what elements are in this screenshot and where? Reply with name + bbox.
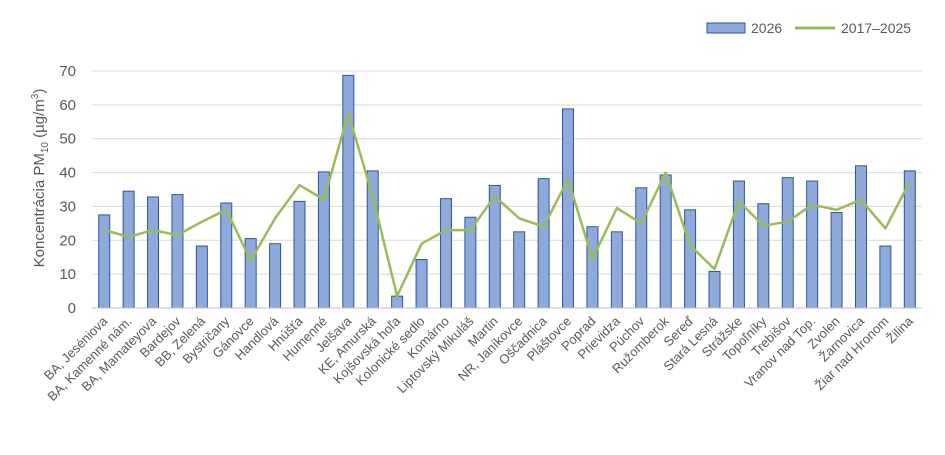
y-tick-label: 0 xyxy=(68,300,76,317)
y-axis-label: Koncentrácia PM10 (µg/m3) xyxy=(30,89,51,268)
bar xyxy=(415,259,428,309)
legend-label-2017-2025: 2017–2025 xyxy=(841,20,911,36)
bar xyxy=(98,214,111,309)
bar xyxy=(171,194,184,309)
line-series-2017-2025 xyxy=(103,112,911,298)
bar xyxy=(244,238,257,309)
y-tick-labels: 0 10 20 30 40 50 60 70 xyxy=(59,63,76,317)
bar xyxy=(147,196,160,309)
y-axis-label-main: Koncentrácia PM xyxy=(31,153,48,267)
y-tick-label: 40 xyxy=(59,165,76,182)
bar xyxy=(635,187,648,309)
bar xyxy=(830,212,843,309)
bar xyxy=(391,295,404,309)
y-axis-label-close: ) xyxy=(31,89,48,94)
bar xyxy=(195,245,208,309)
y-tick-label: 30 xyxy=(59,198,76,215)
bar xyxy=(854,165,867,309)
bar xyxy=(659,174,672,309)
legend-label-2026: 2026 xyxy=(751,20,782,36)
bar xyxy=(513,231,526,309)
category-label: Žilina xyxy=(883,313,916,346)
bar xyxy=(684,209,697,309)
bar xyxy=(122,190,135,309)
bar xyxy=(342,74,355,309)
bar xyxy=(708,270,721,309)
bar-series-2026 xyxy=(98,74,916,309)
bar xyxy=(586,226,599,309)
y-axis-label-unit: (µg/m xyxy=(31,99,48,142)
bar xyxy=(757,203,770,309)
bar xyxy=(806,180,819,309)
bar xyxy=(366,170,379,309)
bar xyxy=(293,200,306,309)
legend-swatch-2026 xyxy=(706,22,746,34)
gridlines xyxy=(92,70,922,275)
legend: 2026 2017–2025 xyxy=(706,20,911,36)
y-tick-label: 60 xyxy=(59,97,76,114)
y-tick-label: 20 xyxy=(59,232,76,249)
bar xyxy=(317,171,330,309)
bar xyxy=(269,243,282,309)
y-tick-label: 70 xyxy=(59,63,76,80)
bar xyxy=(488,184,501,309)
bar xyxy=(610,231,623,309)
bar xyxy=(562,108,575,309)
line-path xyxy=(103,112,911,298)
bar xyxy=(537,178,550,309)
bar xyxy=(439,198,452,309)
y-tick-label: 10 xyxy=(59,266,76,283)
y-axis-label-sup: 3 xyxy=(30,93,41,99)
y-axis-label-sub: 10 xyxy=(40,142,51,154)
y-tick-label: 50 xyxy=(59,131,76,148)
bar xyxy=(879,245,892,309)
bar xyxy=(781,177,794,309)
